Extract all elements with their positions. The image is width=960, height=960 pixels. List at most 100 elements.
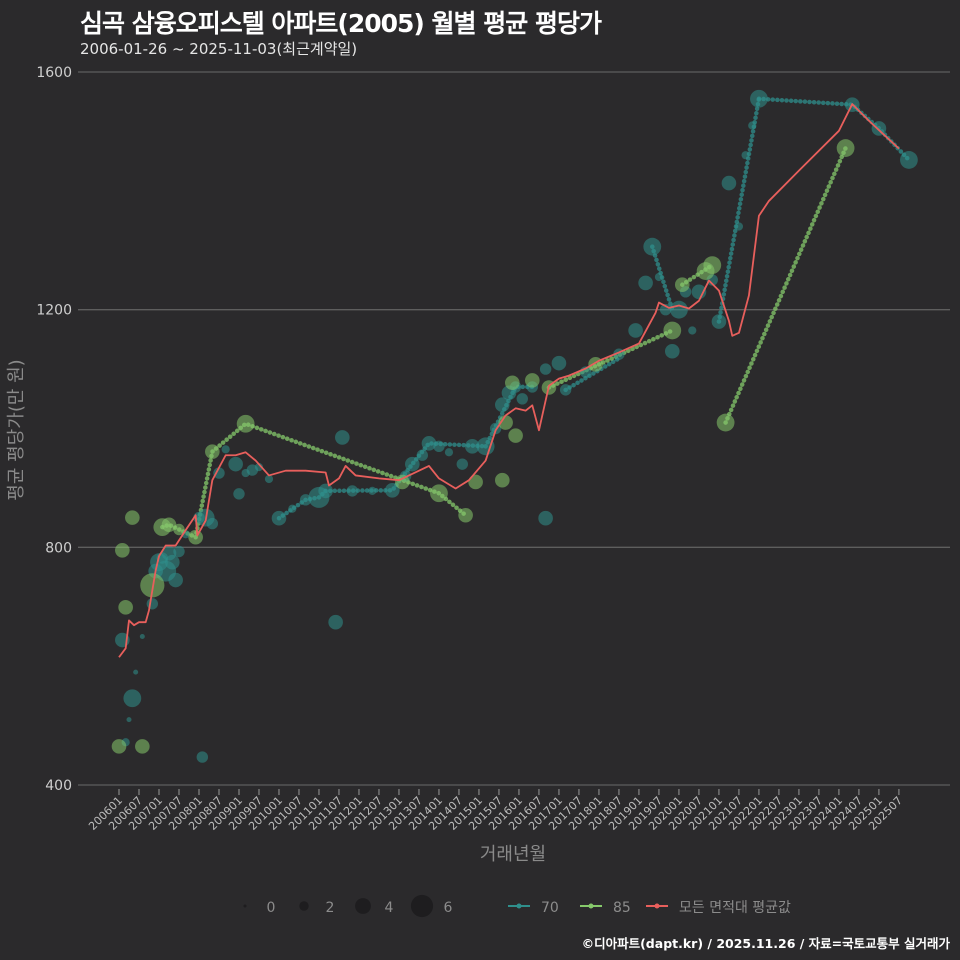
series-70-point xyxy=(126,717,132,723)
series-85-point xyxy=(161,517,177,533)
series-70-point xyxy=(871,121,887,136)
series-70-point xyxy=(628,323,643,338)
series-70-point xyxy=(264,474,274,484)
legend-size-label: 6 xyxy=(444,900,453,916)
series-70-point xyxy=(228,456,243,472)
series-70-point xyxy=(346,485,359,497)
y-tick-label: 1600 xyxy=(36,65,72,81)
series-70-point xyxy=(168,572,183,588)
legend-size-label: 0 xyxy=(267,900,276,916)
series-70-point xyxy=(123,689,142,708)
series-70-line xyxy=(756,96,912,163)
series-70-point xyxy=(711,314,727,329)
series-85-point xyxy=(674,277,690,293)
series-70-point xyxy=(433,440,445,453)
y-axis-label: 평균 평당가(만 원) xyxy=(6,359,27,500)
y-tick-label: 400 xyxy=(45,778,72,794)
series-70-point xyxy=(146,598,159,610)
series-70-point xyxy=(165,554,180,570)
series-70-point xyxy=(559,384,572,396)
series-85-point xyxy=(524,373,540,388)
series-85-point xyxy=(205,444,220,459)
series-70-point xyxy=(476,437,495,456)
series-70-point xyxy=(254,463,264,472)
series-85-point xyxy=(188,529,203,545)
series-70-point xyxy=(196,751,209,763)
legend-size-marker xyxy=(410,894,434,918)
series-85-point xyxy=(173,523,185,536)
legend-size-marker xyxy=(243,904,247,908)
series-70-point xyxy=(494,397,510,413)
series-70-point xyxy=(368,486,377,495)
series-70-point xyxy=(516,393,528,405)
series-70-point xyxy=(133,669,139,675)
series-85-point xyxy=(663,321,682,340)
series-85-point xyxy=(468,474,483,490)
series-85-line xyxy=(723,145,848,425)
series-70-point xyxy=(539,363,552,375)
series-70-point xyxy=(643,237,662,256)
series-70-point xyxy=(444,448,454,457)
series-70-point xyxy=(416,449,429,461)
legend-series-label: 70 xyxy=(541,900,559,916)
series-85-point xyxy=(118,600,133,615)
series-85-point xyxy=(458,507,473,523)
series-70-point xyxy=(233,488,245,500)
average-line xyxy=(118,103,900,658)
series-70-point xyxy=(139,633,145,639)
series-70-point xyxy=(538,510,553,526)
legend-size-marker xyxy=(299,901,309,911)
series-85-point xyxy=(125,510,140,525)
series-85-point xyxy=(836,139,855,157)
series-85-point xyxy=(504,375,520,391)
y-tick-label: 800 xyxy=(45,540,72,556)
series-70-point xyxy=(173,545,185,558)
legend-point-key xyxy=(588,903,594,909)
series-70-point xyxy=(900,151,918,169)
series-85-point xyxy=(508,428,523,443)
series-70-point xyxy=(318,483,333,499)
series-70-point xyxy=(288,504,297,513)
series-70-point xyxy=(638,275,653,291)
series-85-point xyxy=(395,474,410,490)
y-tick-label: 1200 xyxy=(36,303,72,319)
series-70-point xyxy=(464,439,480,454)
caption: ©디아파트(dapt.kr) / 2025.11.26 / 자료=국토교통부 실… xyxy=(581,936,950,951)
series-70-point xyxy=(551,355,567,371)
series-70-point xyxy=(664,343,680,359)
series-70-line xyxy=(563,356,622,393)
series-70-line xyxy=(716,96,762,324)
series-85-point xyxy=(236,414,255,433)
series-85-point xyxy=(716,413,735,432)
legend-size-marker xyxy=(355,898,371,914)
x-axis-label: 거래년월 xyxy=(480,844,546,865)
series-70-point xyxy=(654,272,664,282)
series-70-point xyxy=(221,445,230,454)
series-70-point xyxy=(670,300,688,319)
series-85-point xyxy=(111,739,127,754)
series-85-point xyxy=(498,415,513,430)
chart-subtitle: 2006-01-26 ~ 2025-11-03(최근계약일) xyxy=(80,40,358,58)
series-70-point xyxy=(405,456,420,472)
series-70-point xyxy=(328,614,343,630)
series-85-point xyxy=(115,543,130,558)
series-85-point xyxy=(135,739,150,754)
series-70-point xyxy=(385,482,400,498)
series-70-point xyxy=(721,175,737,191)
chart-title: 심곡 삼융오피스텔 아파트(2005) 월별 평균 평당가 xyxy=(80,9,602,38)
series-70-point xyxy=(206,517,219,530)
series-70-point xyxy=(734,222,744,231)
series-85-point xyxy=(430,484,448,503)
series-70-point xyxy=(748,121,757,130)
series-70-point xyxy=(691,284,707,300)
series-70-point xyxy=(213,467,225,479)
series-85-point xyxy=(703,256,722,275)
legend-series-label: 모든 면적대 평균값 xyxy=(679,900,791,916)
series-70-point xyxy=(688,326,697,335)
series-70-point xyxy=(750,89,768,108)
legend-size-label: 2 xyxy=(326,900,335,916)
series-70-point xyxy=(271,510,287,526)
series-85-line xyxy=(546,328,675,390)
series-70-point xyxy=(741,151,750,160)
